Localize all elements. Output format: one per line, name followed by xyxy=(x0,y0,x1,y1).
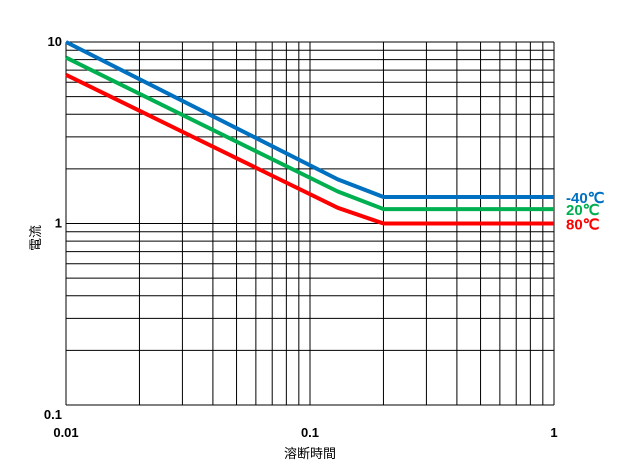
series-line-2 xyxy=(65,73,554,226)
x-tick-label: 0.1 xyxy=(301,425,319,440)
tick-labels: 0.01 0.1 1 0.1 1 10 xyxy=(44,34,558,440)
y-axis-label: 電流 xyxy=(29,225,44,251)
y-tick-label: 1 xyxy=(55,216,62,231)
x-axis-label: 溶断時間 xyxy=(284,447,336,462)
series-label-1: 20℃ xyxy=(566,202,600,219)
x-tick-label: 0.01 xyxy=(53,425,78,440)
series-line-1 xyxy=(65,55,554,212)
series-label-2: 80℃ xyxy=(566,217,600,234)
series-lines xyxy=(65,40,554,226)
series-label-0: -40℃ xyxy=(566,190,605,207)
series-labels: -40℃20℃80℃ xyxy=(566,190,605,234)
x-tick-label: 1 xyxy=(550,425,557,440)
y-tick-label: 10 xyxy=(48,34,62,49)
series-line-0 xyxy=(65,40,554,199)
y-tick-label: 0.1 xyxy=(44,407,62,422)
